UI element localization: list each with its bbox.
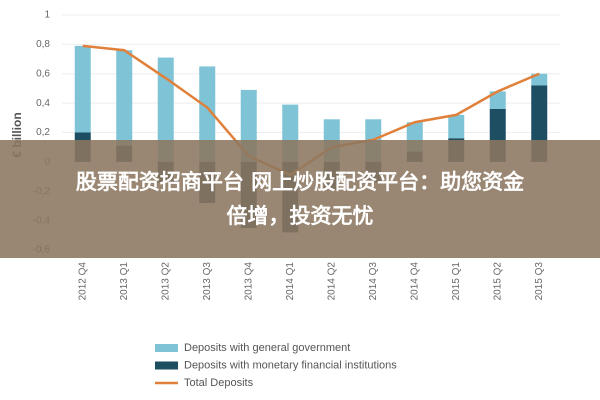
x-tick-label: 2015 Q1	[451, 262, 462, 301]
legend-label: Total Deposits	[184, 377, 254, 389]
x-tick-label: 2014 Q2	[326, 262, 337, 301]
x-tick-label: 2014 Q4	[409, 262, 420, 301]
x-tick-label: 2015 Q2	[492, 262, 503, 301]
y-tick-label: 0,6	[36, 68, 50, 79]
x-tick-label: 2014 Q3	[368, 262, 379, 301]
legend-label: Deposits with general government	[184, 342, 350, 354]
banner-line: 股票配资招商平台 网上炒股配资平台：助您资金	[75, 170, 525, 194]
x-tick-label: 2013 Q3	[202, 262, 213, 301]
y-tick-label: 0,8	[36, 39, 50, 50]
y-tick-label: 0,2	[36, 127, 50, 138]
x-tick-label: 2013 Q4	[243, 262, 254, 301]
x-tick-label: 2014 Q1	[285, 262, 296, 301]
x-tick-label: 2013 Q1	[119, 262, 130, 301]
legend-swatch	[155, 361, 178, 370]
x-tick-label: 2012 Q4	[77, 262, 88, 301]
x-tick-label: 2015 Q3	[534, 262, 545, 301]
bar	[448, 114, 465, 139]
bar	[199, 66, 216, 162]
y-tick-label: 0,4	[36, 98, 50, 109]
bar	[74, 45, 91, 133]
bar	[489, 91, 506, 109]
legend-label: Deposits with monetary financial institu…	[184, 359, 397, 371]
x-tick-label: 2013 Q2	[160, 262, 171, 301]
banner: 股票配资招商平台 网上炒股配资平台：助您资金 倍增，投资无忧	[0, 140, 600, 258]
bar	[116, 50, 133, 146]
y-tick-label: 1	[44, 10, 50, 21]
banner-line: 倍增，投资无忧	[226, 204, 374, 228]
bar	[531, 73, 548, 86]
legend-swatch	[155, 344, 178, 352]
bar	[157, 57, 174, 162]
